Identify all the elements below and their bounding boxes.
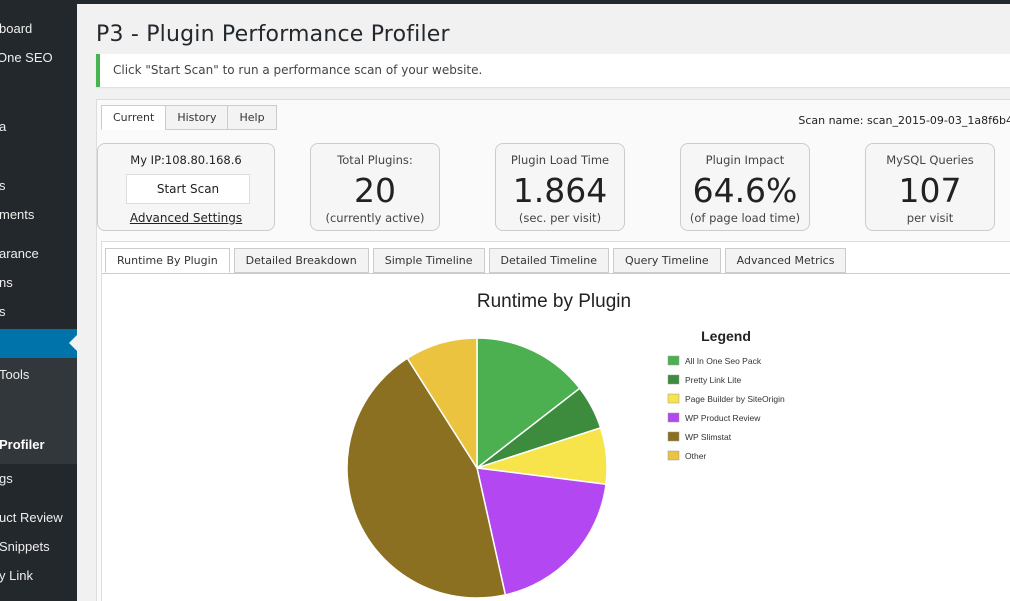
sidebar-item-appearance[interactable]: arance xyxy=(0,240,77,268)
sidebar-item-settings[interactable]: gs xyxy=(0,465,77,493)
legend-swatch xyxy=(667,355,680,366)
stat-total-plugins: Total Plugins: 20 (currently active) xyxy=(310,143,440,231)
sidebar-item-tools[interactable]: Tools xyxy=(0,361,77,389)
sidebar-item-label: y Link xyxy=(0,568,33,583)
stat-plugin-load-time: Plugin Load Time 1.864 (sec. per visit) xyxy=(495,143,625,231)
sidebar-item-label: Tools xyxy=(0,367,30,382)
sidebar-item-users[interactable]: s xyxy=(0,298,77,326)
page-title: P3 - Plugin Performance Profiler xyxy=(96,22,450,47)
sidebar-item-label: board xyxy=(0,21,33,36)
sidebar-item-label: a xyxy=(0,119,7,134)
stat-label: Total Plugins: xyxy=(337,153,413,167)
tab-runtime-by-plugin[interactable]: Runtime By Plugin xyxy=(105,248,230,273)
stat-value: 107 xyxy=(898,171,962,210)
legend-swatch xyxy=(667,374,680,385)
stat-sub: (sec. per visit) xyxy=(518,211,602,225)
report-tabs: Runtime By Plugin Detailed Breakdown Sim… xyxy=(105,248,850,273)
tab-detailed-breakdown[interactable]: Detailed Breakdown xyxy=(233,248,369,273)
top-tabs: Current History Help xyxy=(101,105,277,130)
stat-label: Plugin Impact xyxy=(705,153,785,167)
legend-swatch xyxy=(667,450,680,461)
tab-detailed-timeline[interactable]: Detailed Timeline xyxy=(488,248,609,273)
profiler-panel: Current History Help Scan name: scan_201… xyxy=(96,99,1010,601)
ip-box: My IP:108.80.168.6 Start Scan Advanced S… xyxy=(97,143,275,231)
stat-mysql-queries: MySQL Queries 107 per visit xyxy=(865,143,995,231)
legend-swatch xyxy=(667,393,680,404)
sidebar-item-comments[interactable]: ments xyxy=(0,201,77,229)
sidebar-item-label: One SEO xyxy=(0,50,53,65)
admin-topbar xyxy=(77,0,1010,4)
sidebar-item-active[interactable] xyxy=(0,329,77,358)
tab-current[interactable]: Current xyxy=(101,105,167,130)
sidebar-item-dashboard[interactable]: board xyxy=(0,15,77,43)
scan-name: Scan name: scan_2015-09-03_1a8f6b48 xyxy=(798,114,1010,127)
advanced-settings-link[interactable]: Advanced Settings xyxy=(129,211,243,225)
tab-simple-timeline[interactable]: Simple Timeline xyxy=(372,248,485,273)
legend-label: Other xyxy=(685,451,706,461)
sidebar-item-label: ments xyxy=(0,207,35,222)
chart-title: Runtime by Plugin xyxy=(477,291,631,312)
sidebar-item-p3-plugin-profiler[interactable]: Profiler xyxy=(0,431,77,459)
sidebar-item-label: ns xyxy=(0,275,13,290)
stat-sub: per visit xyxy=(906,211,954,225)
legend-swatch xyxy=(667,431,680,442)
sidebar-item-links[interactable]: s xyxy=(0,172,77,200)
pie-slice-wp-slimstat[interactable] xyxy=(346,357,507,599)
sidebar-item-label: uct Review xyxy=(0,510,63,525)
report-content: Runtime By Plugin Detailed Breakdown Sim… xyxy=(101,241,1010,601)
stat-sub: (currently active) xyxy=(325,211,425,225)
pie-slice-all-in-one-seo-pack[interactable] xyxy=(476,337,581,470)
legend-swatch xyxy=(667,412,680,423)
sidebar-item-plugins[interactable]: ns xyxy=(0,269,77,297)
my-ip: My IP:108.80.168.6 xyxy=(130,153,242,167)
stat-plugin-impact: Plugin Impact 64.6% (of page load time) xyxy=(680,143,810,231)
sidebar-submenu xyxy=(0,358,77,464)
legend-label: WP Slimstat xyxy=(685,432,732,442)
main-content: P3 - Plugin Performance Profiler Click "… xyxy=(77,4,1010,601)
tab-history[interactable]: History xyxy=(165,105,229,130)
pie-slice-wp-product-review[interactable] xyxy=(476,467,607,596)
legend-label: WP Product Review xyxy=(685,413,761,423)
stat-label: MySQL Queries xyxy=(886,153,974,167)
runtime-pie-chart: Runtime by Plugin Legend All In One Seo Pa… xyxy=(346,291,785,599)
sidebar-item-code-snippets[interactable]: Snippets xyxy=(0,533,77,561)
stat-value: 20 xyxy=(354,171,396,210)
legend-label: Pretty Link Lite xyxy=(685,375,741,385)
sidebar-item-pretty-link[interactable]: y Link xyxy=(0,562,77,590)
pie-slice-other[interactable] xyxy=(406,337,478,471)
sidebar-item-label: arance xyxy=(0,246,39,261)
info-notice: Click "Start Scan" to run a performance … xyxy=(96,54,1010,87)
stat-sub: (of page load time) xyxy=(689,211,801,225)
tab-help[interactable]: Help xyxy=(227,105,277,130)
legend-title: Legend xyxy=(701,328,751,344)
sidebar-item-label: s xyxy=(0,178,6,193)
tab-query-timeline[interactable]: Query Timeline xyxy=(612,248,721,273)
tab-advanced-metrics[interactable]: Advanced Metrics xyxy=(724,248,847,273)
chart-area: Runtime by Plugin Legend All In One Seo Pa… xyxy=(102,273,1010,601)
stat-label: Plugin Load Time xyxy=(510,153,610,167)
sidebar-item-label: Profiler xyxy=(0,437,45,452)
sidebar-item-media[interactable]: a xyxy=(0,113,77,141)
stat-value: 1.864 xyxy=(512,171,608,210)
legend-label: Page Builder by SiteOrigin xyxy=(685,394,785,404)
sidebar-item-label: gs xyxy=(0,471,13,486)
stat-value: 64.6% xyxy=(692,171,798,210)
sidebar-item-label: s xyxy=(0,304,6,319)
sidebar-item-wp-product-review[interactable]: uct Review xyxy=(0,504,77,532)
start-scan-button[interactable]: Start Scan xyxy=(126,174,250,204)
admin-sidebar: board One SEO a s ments arance ns s Tools Profile… xyxy=(0,0,77,601)
sidebar-item-label: Snippets xyxy=(0,539,50,554)
sidebar-item-all-in-one-seo[interactable]: One SEO xyxy=(0,44,77,72)
legend-label: All In One Seo Pack xyxy=(685,356,762,366)
